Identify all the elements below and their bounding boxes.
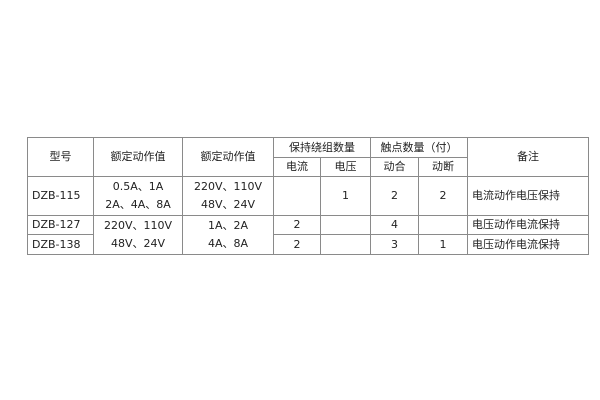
table-row: DZB-127 220V、110V 48V、24V 1A、2A 4A、8A 2 4 … — [27, 215, 589, 255]
cell-line: 2A、4A、8A — [105, 198, 171, 211]
header-rated-action-2: 额定动作值 — [182, 137, 274, 177]
cell-model: DZB-138 — [27, 234, 94, 255]
cell-rated-1: 0.5A、1A 2A、4A、8A — [93, 176, 183, 216]
cell-remark: 电压动作电流保持 — [467, 234, 589, 255]
cell-rated-1: 220V、110V 48V、24V — [93, 215, 183, 255]
cell-make: 4 — [370, 215, 419, 235]
cell-model: DZB-115 — [27, 176, 94, 216]
header-model: 型号 — [27, 137, 94, 177]
table-row: DZB-115 0.5A、1A 2A、4A、8A 220V、110V 48V、24V… — [27, 176, 589, 216]
cell-current: 2 — [273, 215, 321, 235]
cell-line: 1A、2A — [207, 219, 249, 232]
cell-break — [418, 215, 468, 235]
cell-line: 0.5A、1A — [112, 180, 164, 193]
cell-line: 48V、24V — [110, 237, 166, 250]
cell-break: 1 — [418, 234, 468, 255]
cell-voltage: 1 — [320, 176, 371, 216]
header-current: 电流 — [273, 157, 321, 177]
cell-line: 4A、8A — [207, 237, 249, 250]
header-rated-action-1: 额定动作值 — [93, 137, 183, 177]
header-break: 动断 — [418, 157, 468, 177]
cell-model: DZB-127 — [27, 215, 94, 235]
cell-line: 48V、24V — [200, 198, 256, 211]
table-row: DZB-138 2 3 1 电压动作电流保持 — [27, 234, 589, 255]
header-make: 动合 — [370, 157, 419, 177]
cell-break: 2 — [418, 176, 468, 216]
cell-remark: 电流动作电压保持 — [467, 176, 589, 216]
header-holding-winding-count: 保持绕组数量 — [273, 137, 371, 158]
cell-voltage — [320, 234, 371, 255]
relay-spec-table: 型号 额定动作值 额定动作值 保持绕组数量 触点数量（付） 备注 电流 电压 动… — [27, 137, 589, 255]
cell-current — [273, 176, 321, 216]
header-voltage: 电压 — [320, 157, 371, 177]
header-remarks: 备注 — [467, 137, 589, 177]
cell-make: 3 — [370, 234, 419, 255]
cell-voltage — [320, 215, 371, 235]
cell-make: 2 — [370, 176, 419, 216]
cell-current: 2 — [273, 234, 321, 255]
cell-rated-2: 1A、2A 4A、8A — [182, 215, 274, 255]
cell-line: 220V、110V — [103, 219, 173, 232]
cell-rated-2: 220V、110V 48V、24V — [182, 176, 274, 216]
cell-line: 220V、110V — [193, 180, 263, 193]
cell-remark: 电压动作电流保持 — [467, 215, 589, 235]
header-contacts-count: 触点数量（付） — [370, 137, 468, 158]
